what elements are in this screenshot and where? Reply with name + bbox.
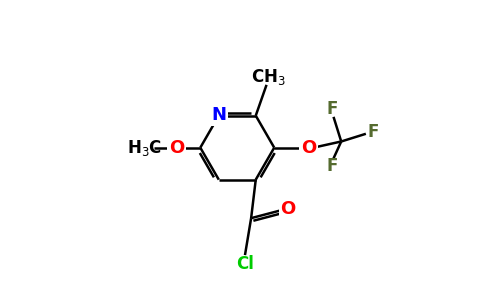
Text: F: F — [326, 100, 338, 118]
Text: H$_3$C: H$_3$C — [127, 138, 163, 158]
Text: CH$_3$: CH$_3$ — [251, 67, 286, 87]
Text: Cl: Cl — [236, 255, 254, 273]
Text: F: F — [367, 123, 378, 141]
Text: O: O — [169, 139, 184, 157]
Text: N: N — [212, 106, 227, 124]
Text: O: O — [280, 200, 296, 218]
Text: F: F — [326, 157, 338, 175]
Text: O: O — [301, 139, 317, 157]
